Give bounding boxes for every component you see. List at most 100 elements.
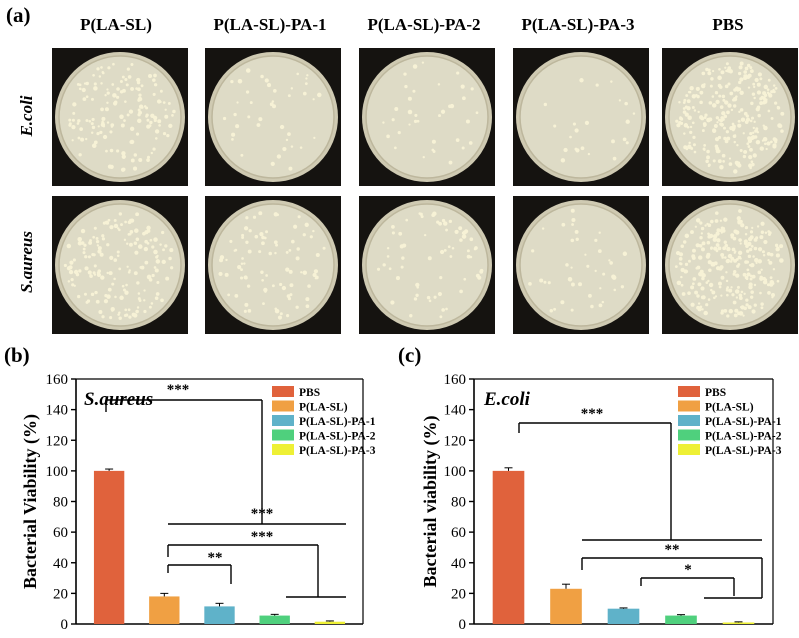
colony <box>723 308 728 313</box>
colony <box>706 149 710 154</box>
colony <box>85 300 89 304</box>
legend-swatch <box>678 415 700 426</box>
colony <box>719 229 723 233</box>
colony <box>143 309 147 314</box>
colony <box>125 83 129 87</box>
colony <box>584 253 587 256</box>
colony <box>129 140 134 144</box>
colony <box>721 94 726 99</box>
colony <box>231 138 234 141</box>
colony <box>753 96 756 100</box>
legend-label: P(LA-SL) <box>299 402 348 414</box>
error-bar <box>619 607 628 609</box>
colony <box>579 78 584 83</box>
agar-surface <box>519 203 643 327</box>
colony <box>426 295 431 300</box>
colony <box>113 277 116 281</box>
colony <box>455 138 460 142</box>
colony <box>730 286 733 289</box>
colony <box>88 120 92 123</box>
significance-label: *** <box>581 406 604 422</box>
colony <box>718 85 723 89</box>
colony <box>719 219 723 222</box>
colony <box>109 164 114 169</box>
colony <box>703 124 707 128</box>
colony <box>241 236 245 239</box>
significance-label: *** <box>167 382 190 398</box>
colony <box>290 145 294 148</box>
colony <box>738 65 743 70</box>
colony <box>766 251 771 256</box>
colony <box>279 282 283 287</box>
error-bar <box>562 583 570 589</box>
colony <box>760 95 765 100</box>
colony <box>602 272 606 276</box>
colony <box>143 299 146 302</box>
colony <box>694 225 698 228</box>
colony <box>276 154 282 159</box>
colony <box>118 267 122 271</box>
colony <box>718 285 722 289</box>
colony <box>76 122 80 125</box>
colony <box>701 241 706 246</box>
column-header-pa-1: P(LA-SL)-PA-1 <box>214 15 327 34</box>
colony <box>715 249 719 253</box>
colony <box>726 68 732 73</box>
colony-group <box>382 61 479 165</box>
colony <box>90 131 94 134</box>
colony <box>739 149 743 153</box>
colony <box>304 82 308 86</box>
colony <box>101 234 105 238</box>
colony <box>735 273 740 278</box>
colony <box>728 157 732 160</box>
colony <box>598 231 601 234</box>
colony <box>241 233 245 237</box>
colony <box>549 309 554 313</box>
colony <box>767 78 771 82</box>
colony <box>240 268 243 272</box>
colony <box>695 86 700 91</box>
colony <box>154 129 160 134</box>
colony <box>749 119 753 123</box>
colony <box>449 255 453 258</box>
colony <box>752 131 755 134</box>
colony <box>248 229 252 233</box>
colony <box>750 295 754 299</box>
colony <box>137 297 141 301</box>
colony <box>726 246 731 252</box>
colony <box>126 242 129 245</box>
colony <box>757 270 762 275</box>
colony <box>745 277 749 281</box>
colony <box>608 259 611 262</box>
colony <box>439 276 443 280</box>
colony <box>148 124 152 128</box>
colony <box>686 106 691 111</box>
colony <box>100 82 103 85</box>
colony <box>750 101 754 106</box>
colony <box>733 169 738 174</box>
colony <box>247 309 252 313</box>
colony <box>692 135 696 139</box>
colony <box>395 276 400 281</box>
colony <box>475 273 480 278</box>
colony <box>123 238 127 242</box>
colony <box>101 237 106 241</box>
colony-group <box>222 68 322 171</box>
colony <box>128 315 132 319</box>
colony <box>715 116 720 120</box>
colony <box>164 244 168 248</box>
colony <box>731 126 736 131</box>
colony <box>421 61 425 64</box>
colony <box>85 81 89 86</box>
colony <box>746 268 750 272</box>
agar-surface <box>211 55 335 179</box>
colony <box>680 117 684 121</box>
colony <box>98 75 102 78</box>
colony <box>720 294 723 297</box>
chart-b: 0 20 40 60 80 100 120 140 160 Bacterial Viability… <box>20 372 376 633</box>
colony <box>776 105 780 109</box>
colony <box>759 146 764 151</box>
petri-dish <box>52 48 188 186</box>
colony <box>680 267 685 273</box>
colony <box>394 146 397 150</box>
